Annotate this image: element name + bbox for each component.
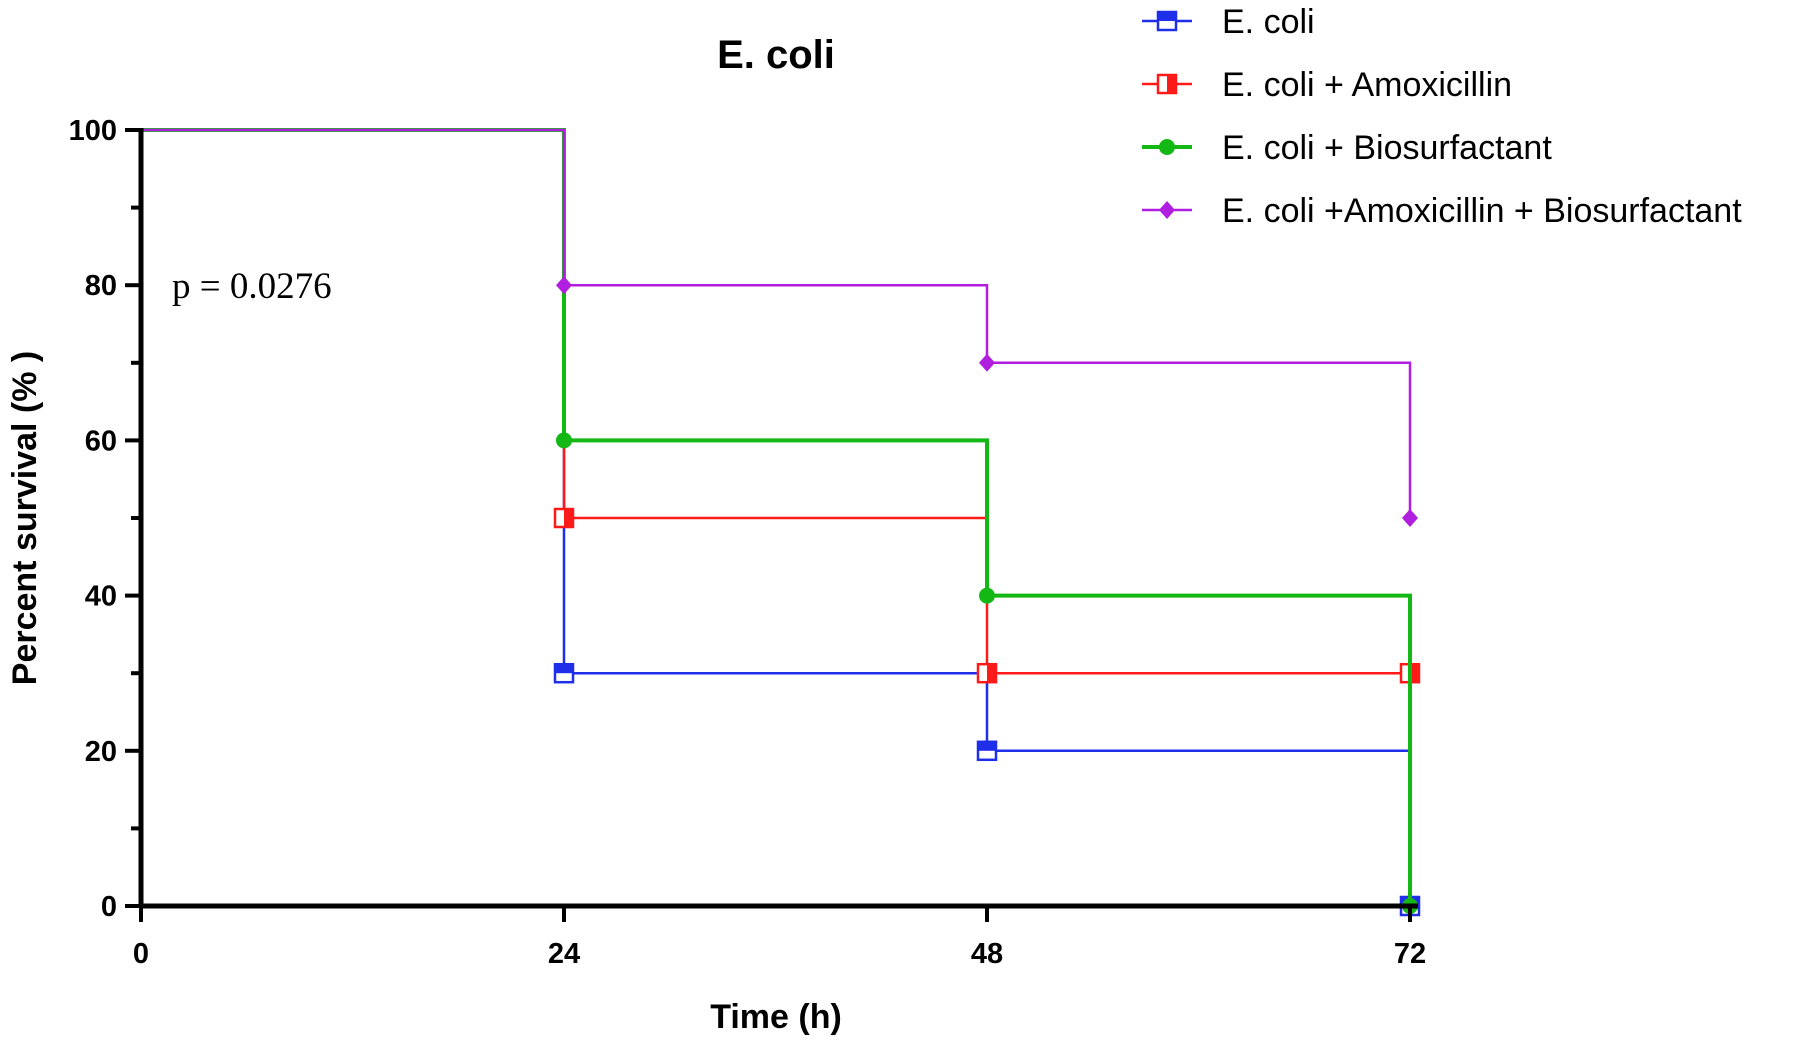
y-tick-label-0: 0 <box>101 891 117 923</box>
legend-item-1: E. coli <box>1142 3 1315 41</box>
legend-marker-4 <box>1159 201 1175 219</box>
data-point-4-1 <box>556 276 572 295</box>
p-value-annotation: p = 0.0276 <box>172 266 332 307</box>
legend-label-3: E. coli + Biosurfactant <box>1222 129 1552 167</box>
y-axis-label: Percent survival (% ) <box>6 351 44 685</box>
legend-item-3: E. coli + Biosurfactant <box>1142 129 1552 167</box>
legend-item-4: E. coli +Amoxicillin + Biosurfactant <box>1142 192 1742 230</box>
x-axis-label: Time (h) <box>710 998 842 1036</box>
x-tick-label-48: 48 <box>971 938 1003 970</box>
data-point-1-1 <box>553 662 575 684</box>
series-3 <box>141 128 1418 914</box>
y-tick-label-60: 60 <box>85 425 117 457</box>
data-point-4-3 <box>1402 509 1418 527</box>
series-line-4 <box>141 128 1412 518</box>
legend-marker-1 <box>1156 10 1178 32</box>
x-tick-label-0: 0 <box>133 938 149 970</box>
y-tick-label-100: 100 <box>69 115 117 147</box>
legend-label-1: E. coli <box>1222 3 1315 41</box>
data-point-4-2 <box>979 353 995 372</box>
data-point-2-1 <box>553 507 575 529</box>
series-1 <box>141 128 1421 917</box>
y-tick-label-20: 20 <box>85 736 117 768</box>
axes: 0 20 40 60 80 100 0 24 48 72 <box>69 115 1427 970</box>
legend: E. coli E. coli + Amoxicillin E. coli + Bi… <box>1142 3 1742 230</box>
data-point-1-2 <box>976 740 998 762</box>
x-tick-label-24: 24 <box>548 938 580 970</box>
x-tick-label-72: 72 <box>1394 938 1426 970</box>
series-4 <box>141 128 1418 527</box>
series-line-2 <box>141 128 1410 675</box>
series-layer <box>141 128 1421 917</box>
data-point-3-1 <box>556 432 572 449</box>
data-point-2-2 <box>976 662 998 684</box>
y-tick-label-40: 40 <box>85 581 117 613</box>
chart-title: E. coli <box>717 33 835 77</box>
y-tick-label-80: 80 <box>85 270 117 302</box>
legend-marker-3 <box>1159 139 1175 155</box>
legend-marker-2 <box>1156 73 1178 95</box>
data-point-3-2 <box>979 587 995 604</box>
legend-label-4: E. coli +Amoxicillin + Biosurfactant <box>1222 192 1742 230</box>
legend-label-2: E. coli + Amoxicillin <box>1222 66 1512 104</box>
legend-item-2: E. coli + Amoxicillin <box>1142 66 1512 104</box>
